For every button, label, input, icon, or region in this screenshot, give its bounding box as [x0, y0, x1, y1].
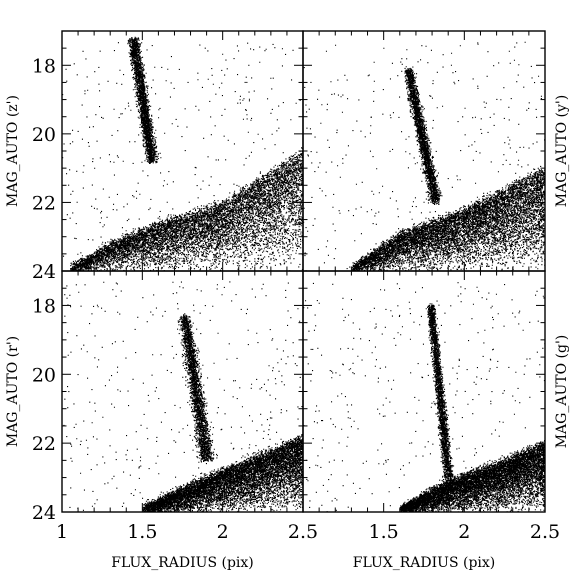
x-tick-label: 2 [217, 521, 229, 543]
x-tick-label: 1.5 [127, 521, 157, 543]
x-axis-label: FLUX_RADIUS (pix) [111, 555, 254, 571]
y-tick-label: 18 [32, 55, 56, 77]
panel-frame-top-left [61, 30, 304, 272]
x-tick-label: 2.5 [288, 521, 318, 543]
y-tick-label: 24 [32, 261, 56, 283]
x-tick-label: 1 [56, 521, 68, 543]
points-layer [62, 36, 545, 512]
y-tick-label: 20 [32, 364, 56, 386]
scatter-points-bottom-left [63, 281, 303, 512]
x-axis-label: FLUX_RADIUS (pix) [353, 555, 496, 571]
y-axis-label: MAG_AUTO (z') [5, 95, 21, 207]
x-tick-label: 2.5 [530, 521, 560, 543]
x-tick-label: 1.5 [369, 521, 399, 543]
y-tick-label: 20 [32, 124, 56, 146]
y-axis-label: MAG_AUTO (y') [554, 95, 570, 208]
y-tick-label: 22 [32, 192, 56, 214]
x-tick-label: 2 [458, 521, 470, 543]
y-tick-label: 22 [32, 433, 56, 455]
y-axis-label: MAG_AUTO (g') [554, 335, 570, 449]
y-axis-label: MAG_AUTO (r') [5, 336, 21, 447]
scatter-points-top-right [303, 41, 545, 271]
ticks-layer [61, 30, 546, 513]
y-tick-label: 18 [32, 295, 56, 317]
scatter-points-top-left [62, 36, 303, 271]
scatter-points-bottom-right [303, 282, 545, 512]
y-tick-label: 24 [32, 502, 56, 524]
